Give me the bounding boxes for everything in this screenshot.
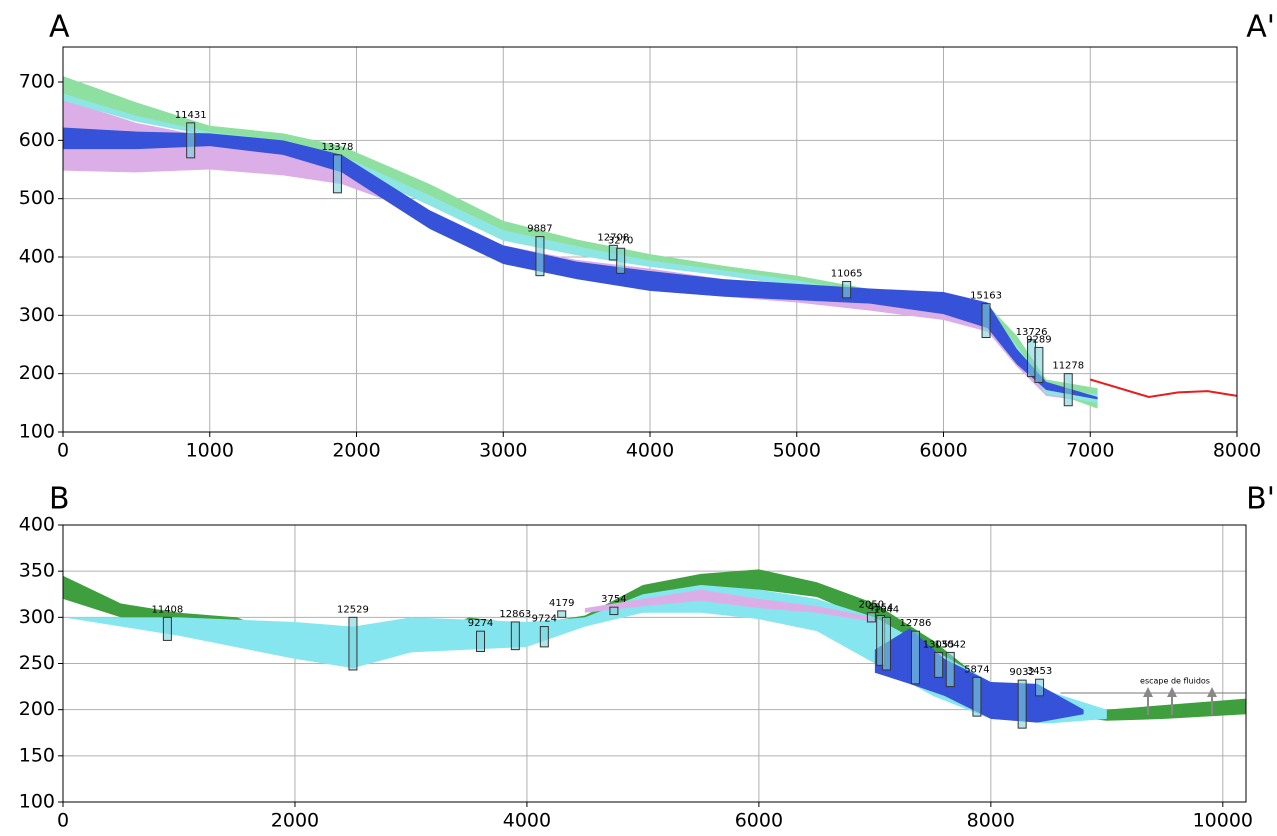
- well-label: 9289: [1026, 334, 1051, 345]
- x-tick-label: 6000: [919, 440, 967, 462]
- well: [881, 616, 891, 671]
- well-label: 9274: [468, 618, 493, 629]
- well: [476, 630, 486, 652]
- well-label: 13055: [923, 639, 955, 650]
- well: [934, 651, 944, 678]
- well: [609, 606, 619, 616]
- y-tick-label: 350: [19, 560, 55, 582]
- well-label: 11065: [831, 269, 863, 280]
- y-tick-label: 150: [19, 744, 55, 766]
- well-label: 9724: [532, 614, 557, 625]
- corner-label: B: [49, 482, 70, 517]
- x-tick-label: 8000: [1213, 440, 1261, 462]
- x-tick-label: 0: [57, 810, 69, 832]
- y-tick-label: 200: [19, 362, 55, 384]
- layer: [584, 589, 875, 622]
- well: [162, 616, 172, 641]
- well: [910, 630, 920, 685]
- layer: [63, 585, 1107, 724]
- x-tick-label: 7000: [1066, 440, 1114, 462]
- well: [608, 244, 618, 261]
- layer: [874, 628, 1084, 723]
- well: [981, 303, 991, 338]
- well: [332, 154, 342, 194]
- y-tick-label: 250: [19, 652, 55, 674]
- well-label: 11408: [151, 604, 183, 615]
- well-label: 12863: [499, 609, 531, 620]
- well-label: 12529: [337, 604, 369, 615]
- y-tick-label: 700: [19, 71, 55, 93]
- x-tick-label: 3000: [479, 440, 527, 462]
- x-tick-label: 2000: [271, 810, 319, 832]
- well: [1063, 373, 1073, 407]
- well: [557, 610, 567, 618]
- x-tick-label: 2000: [332, 440, 380, 462]
- y-tick-label: 300: [19, 304, 55, 326]
- well: [616, 247, 626, 274]
- well: [348, 616, 358, 671]
- well: [186, 122, 196, 159]
- surface-profile: [1089, 378, 1238, 399]
- y-tick-label: 300: [19, 606, 55, 628]
- well-label: 3270: [608, 235, 633, 246]
- x-tick-label: 6000: [735, 810, 783, 832]
- well-label: 12786: [900, 618, 932, 629]
- well-label: 3754: [601, 594, 626, 605]
- well-label: 13378: [322, 142, 354, 153]
- y-tick-label: 600: [19, 129, 55, 151]
- corner-label: B': [1246, 482, 1275, 517]
- well-label: 9887: [527, 224, 552, 235]
- x-tick-label: 4000: [626, 440, 674, 462]
- layer: [63, 76, 1098, 409]
- y-tick-label: 200: [19, 698, 55, 720]
- plot-frame: [62, 46, 1238, 433]
- well: [539, 626, 549, 648]
- corner-label: A': [1246, 10, 1275, 45]
- corner-label: A: [49, 10, 70, 45]
- well-label: 12708: [597, 232, 629, 243]
- well-label: 9032: [1009, 667, 1034, 678]
- well-label: 4179: [549, 598, 574, 609]
- well-label: 4354: [868, 602, 893, 613]
- y-tick-label: 400: [19, 246, 55, 268]
- well: [866, 612, 876, 623]
- well-label: 1644: [874, 604, 899, 615]
- annotation: escape de fluidos: [1140, 677, 1210, 686]
- well-label: 15163: [970, 291, 1002, 302]
- x-tick-label: 4000: [503, 810, 551, 832]
- x-tick-label: 0: [57, 440, 69, 462]
- y-tick-label: 100: [19, 421, 55, 443]
- y-tick-label: 500: [19, 187, 55, 209]
- well: [972, 676, 982, 717]
- x-tick-label: 8000: [967, 810, 1015, 832]
- well-label: 11278: [1052, 361, 1084, 372]
- well-label: 3453: [1027, 666, 1052, 677]
- y-tick-label: 400: [19, 514, 55, 536]
- plot-frame: [62, 524, 1247, 803]
- y-tick-label: 100: [19, 791, 55, 813]
- panel: A A' 0 1000 2000 3000 4000 5000 6000 7000 8000 100 2…: [19, 10, 1275, 462]
- x-tick-label: 5000: [773, 440, 821, 462]
- well: [1035, 678, 1045, 697]
- panel: B B' 0 2000 4000 6000 8000 10000 100 150 200 250 300…: [19, 482, 1275, 832]
- well-label: 13042: [934, 639, 966, 650]
- layer: [63, 99, 1098, 403]
- well: [945, 651, 955, 688]
- well: [510, 621, 520, 651]
- layer: [63, 93, 1098, 403]
- x-tick-label: 10000: [1193, 810, 1253, 832]
- well: [1034, 346, 1044, 383]
- well-label: 13726: [1016, 327, 1048, 338]
- well: [842, 281, 852, 299]
- well-label: 5874: [964, 664, 989, 675]
- well: [1017, 679, 1027, 729]
- x-tick-label: 1000: [186, 440, 234, 462]
- well: [535, 236, 545, 277]
- well-label: 2050: [859, 600, 884, 611]
- layer: [63, 127, 1098, 400]
- well-label: 11431: [175, 110, 207, 121]
